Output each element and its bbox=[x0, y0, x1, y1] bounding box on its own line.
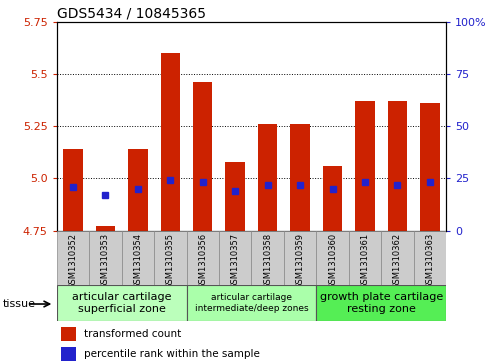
Text: GSM1310357: GSM1310357 bbox=[231, 233, 240, 289]
FancyBboxPatch shape bbox=[186, 285, 317, 321]
Text: articular cartilage
superficial zone: articular cartilage superficial zone bbox=[72, 292, 172, 314]
Text: GSM1310356: GSM1310356 bbox=[198, 233, 207, 289]
Bar bbox=[225, 162, 245, 231]
Bar bbox=[355, 101, 375, 231]
FancyBboxPatch shape bbox=[57, 231, 89, 285]
Bar bbox=[61, 327, 76, 341]
Bar bbox=[387, 101, 407, 231]
Text: GSM1310354: GSM1310354 bbox=[133, 233, 142, 289]
FancyBboxPatch shape bbox=[154, 231, 186, 285]
Text: tissue: tissue bbox=[2, 299, 35, 309]
Bar bbox=[96, 227, 115, 231]
Bar bbox=[161, 53, 180, 231]
FancyBboxPatch shape bbox=[251, 231, 284, 285]
Text: GSM1310355: GSM1310355 bbox=[166, 233, 175, 289]
FancyBboxPatch shape bbox=[414, 231, 446, 285]
FancyBboxPatch shape bbox=[349, 231, 381, 285]
Bar bbox=[290, 124, 310, 231]
Text: GSM1310361: GSM1310361 bbox=[360, 233, 370, 289]
Bar bbox=[258, 124, 278, 231]
Text: transformed count: transformed count bbox=[84, 329, 181, 339]
Bar bbox=[193, 82, 212, 231]
Text: percentile rank within the sample: percentile rank within the sample bbox=[84, 349, 260, 359]
FancyBboxPatch shape bbox=[186, 231, 219, 285]
Text: GSM1310359: GSM1310359 bbox=[296, 233, 305, 289]
Text: growth plate cartilage
resting zone: growth plate cartilage resting zone bbox=[319, 292, 443, 314]
FancyBboxPatch shape bbox=[89, 231, 122, 285]
FancyBboxPatch shape bbox=[284, 231, 317, 285]
Bar bbox=[323, 166, 342, 231]
Text: GSM1310360: GSM1310360 bbox=[328, 233, 337, 289]
Bar bbox=[420, 103, 440, 231]
Text: GSM1310358: GSM1310358 bbox=[263, 233, 272, 289]
FancyBboxPatch shape bbox=[381, 231, 414, 285]
Text: GSM1310362: GSM1310362 bbox=[393, 233, 402, 289]
Bar bbox=[128, 149, 147, 231]
FancyBboxPatch shape bbox=[317, 285, 446, 321]
Text: articular cartilage
intermediate/deep zones: articular cartilage intermediate/deep zo… bbox=[195, 293, 308, 313]
Text: GDS5434 / 10845365: GDS5434 / 10845365 bbox=[57, 7, 206, 21]
Bar bbox=[61, 347, 76, 361]
FancyBboxPatch shape bbox=[57, 285, 186, 321]
FancyBboxPatch shape bbox=[122, 231, 154, 285]
Text: GSM1310352: GSM1310352 bbox=[69, 233, 77, 289]
FancyBboxPatch shape bbox=[317, 231, 349, 285]
Text: GSM1310353: GSM1310353 bbox=[101, 233, 110, 289]
Text: GSM1310363: GSM1310363 bbox=[425, 233, 434, 289]
FancyBboxPatch shape bbox=[219, 231, 251, 285]
Bar bbox=[63, 149, 83, 231]
